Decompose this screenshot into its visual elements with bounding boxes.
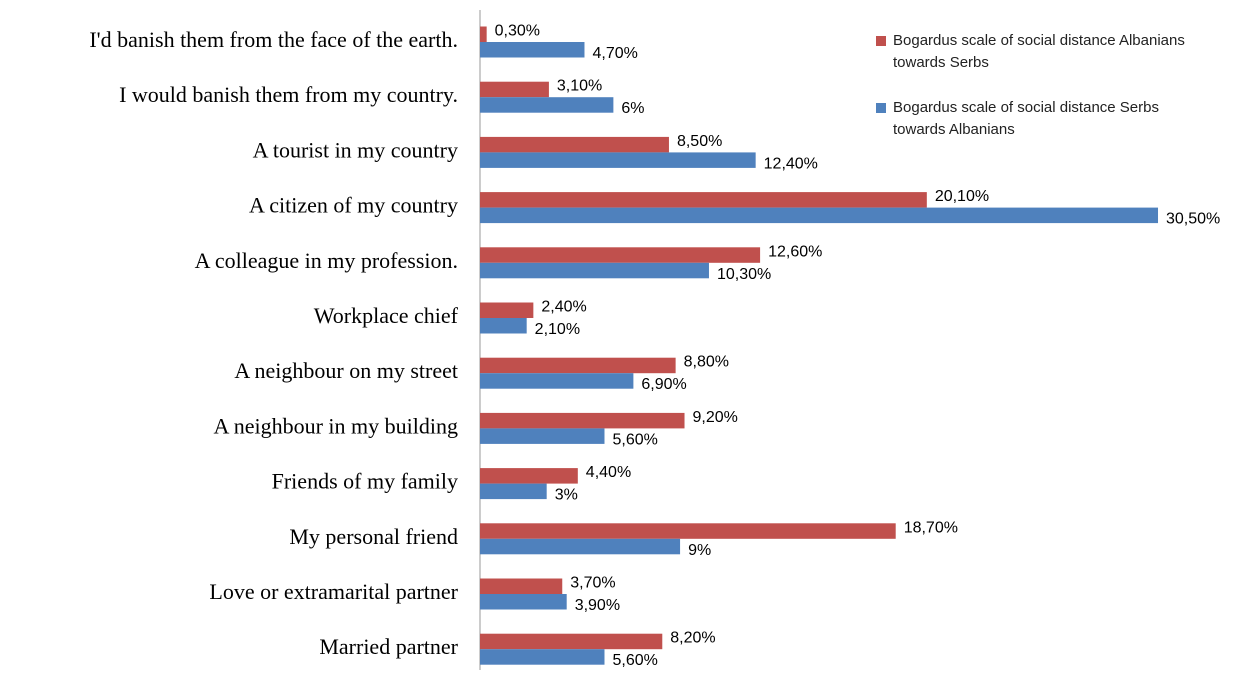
bar bbox=[480, 523, 896, 539]
bar bbox=[480, 152, 756, 168]
data-label: 2,10% bbox=[535, 321, 580, 338]
data-label: 8,80% bbox=[684, 354, 729, 371]
data-label: 4,70% bbox=[592, 45, 637, 62]
data-label: 2,40% bbox=[541, 298, 586, 315]
data-label: 3,10% bbox=[557, 78, 602, 95]
data-label: 6,90% bbox=[641, 376, 686, 393]
legend-label: Bogardus scale of social distance Serbs … bbox=[893, 99, 1159, 138]
category-label: Workplace chief bbox=[314, 303, 459, 328]
bar bbox=[480, 192, 927, 208]
category-label: I'd banish them from the face of the ear… bbox=[89, 27, 458, 52]
category-label: Married partner bbox=[319, 634, 458, 659]
bar bbox=[480, 262, 709, 279]
bar bbox=[480, 357, 676, 374]
data-label: 5,60% bbox=[612, 431, 657, 448]
bar bbox=[480, 578, 563, 594]
category-label: A neighbour on my street bbox=[234, 358, 458, 383]
data-label: 30,50% bbox=[1166, 211, 1220, 228]
bar bbox=[480, 247, 761, 263]
bar bbox=[480, 468, 578, 484]
data-label: 3,70% bbox=[570, 574, 615, 591]
data-label: 20,10% bbox=[935, 188, 989, 205]
bar bbox=[480, 428, 605, 444]
category-label: My personal friend bbox=[289, 524, 458, 549]
category-label: Friends of my family bbox=[272, 469, 458, 494]
bar bbox=[480, 318, 527, 334]
bar bbox=[480, 26, 487, 42]
category-label: A neighbour in my building bbox=[214, 413, 458, 438]
data-label: 12,40% bbox=[764, 155, 818, 172]
data-label: 10,30% bbox=[717, 266, 771, 283]
bar bbox=[480, 136, 669, 153]
category-label: A citizen of my country bbox=[249, 193, 458, 218]
bar bbox=[480, 538, 681, 555]
data-label: 8,50% bbox=[677, 133, 722, 150]
bar bbox=[480, 302, 534, 318]
bar bbox=[480, 594, 567, 610]
legend-swatch bbox=[876, 103, 886, 113]
data-label: 18,70% bbox=[904, 519, 958, 536]
category-label: I would banish them from my country. bbox=[119, 82, 458, 107]
data-label: 3,90% bbox=[575, 597, 620, 614]
data-label: 8,20% bbox=[670, 630, 715, 647]
bar bbox=[480, 649, 605, 665]
bar bbox=[480, 633, 663, 650]
bar bbox=[480, 412, 685, 429]
data-label: 4,40% bbox=[586, 464, 631, 481]
category-label: Love or extramarital partner bbox=[209, 579, 458, 604]
data-label: 9,20% bbox=[693, 409, 738, 426]
data-label: 5,60% bbox=[612, 652, 657, 669]
legend-swatch bbox=[876, 36, 886, 46]
data-label: 9% bbox=[688, 542, 711, 559]
legend-label: Bogardus scale of social distance Albani… bbox=[893, 32, 1185, 71]
category-label: A tourist in my country bbox=[253, 137, 458, 162]
data-label: 0,30% bbox=[495, 22, 540, 39]
legend-item: Bogardus scale of social distance Serbs … bbox=[876, 97, 1211, 141]
bar bbox=[480, 81, 549, 98]
data-label: 6% bbox=[621, 100, 644, 117]
data-label: 12,60% bbox=[768, 243, 822, 260]
bar bbox=[480, 42, 585, 58]
bar bbox=[480, 373, 634, 389]
bar bbox=[480, 97, 614, 113]
legend-item: Bogardus scale of social distance Albani… bbox=[876, 30, 1211, 74]
bar bbox=[480, 207, 1159, 224]
category-label: A colleague in my profession. bbox=[195, 248, 458, 273]
data-label: 3% bbox=[555, 487, 578, 504]
bar bbox=[480, 483, 547, 500]
